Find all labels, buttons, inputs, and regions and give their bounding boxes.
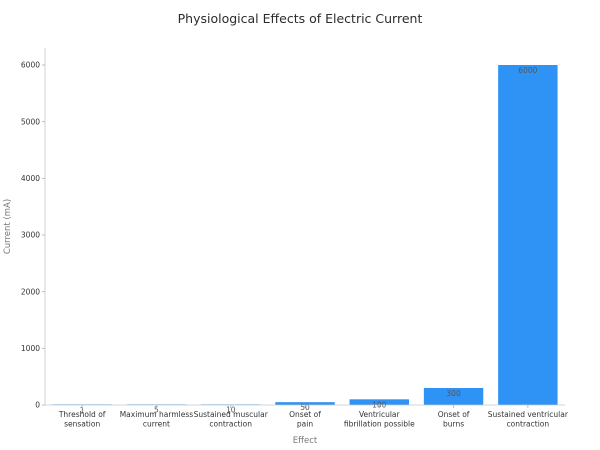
- x-tick-label-line: pain: [297, 420, 313, 429]
- bar: [349, 399, 409, 405]
- x-tick-label-line: sensation: [64, 420, 100, 429]
- bar: [498, 65, 558, 405]
- x-tick-label: Sustained muscular contraction: [194, 410, 269, 429]
- bar: [275, 402, 335, 405]
- x-tick-label-line: Sustained ventricular: [488, 410, 569, 419]
- y-tick-label: 1000: [21, 344, 40, 353]
- bar: [423, 388, 484, 405]
- y-tick-label: 4000: [21, 174, 40, 183]
- x-tick-label-line: Maximum harmless: [120, 410, 194, 419]
- x-tick-label-line: contraction: [209, 420, 252, 429]
- data-labels-group: 1510501003006000: [80, 66, 538, 415]
- bar-data-label: 1: [80, 406, 85, 415]
- bar-data-label: 10: [226, 405, 236, 414]
- y-tick-label: 5000: [21, 117, 40, 126]
- x-axis: Threshold of sensation Maximum harmless cur…: [45, 404, 569, 429]
- x-tick-label: Threshold of sensation: [58, 410, 106, 429]
- y-axis-title: Current (mA): [3, 199, 13, 254]
- y-axis: 0 1000 2000 3000 4000 5000 6000: [21, 48, 46, 410]
- chart-title: Physiological Effects of Electric Curren…: [177, 11, 423, 26]
- y-tick-label: 0: [35, 401, 40, 410]
- x-tick-label-line: contraction: [507, 420, 550, 429]
- x-tick-label-line: Threshold of: [58, 410, 106, 419]
- bars-group: [52, 65, 558, 405]
- y-tick-label: 2000: [21, 287, 40, 296]
- bar-data-label: 6000: [518, 66, 537, 75]
- x-tick-label-line: Onset of: [438, 410, 470, 419]
- x-tick-label-line: Sustained muscular: [194, 410, 269, 419]
- y-tick-label: 6000: [21, 61, 40, 70]
- x-tick-label: Maximum harmless current: [120, 410, 194, 429]
- x-tick-label-line: fibrillation possible: [344, 420, 415, 429]
- x-tick-label: Onset of pain: [289, 410, 321, 429]
- x-tick-label-line: Onset of: [289, 410, 321, 419]
- x-axis-title: Effect: [293, 436, 318, 446]
- y-tick-label: 3000: [21, 231, 40, 240]
- x-tick-label: Ventricular fibrillation possible: [344, 410, 415, 429]
- x-tick-label-line: current: [143, 420, 170, 429]
- x-tick-label-line: burns: [443, 420, 464, 429]
- x-tick-label: Sustained ventricular contraction: [488, 410, 569, 429]
- x-tick-label: Onset of burns: [438, 410, 470, 429]
- x-tick-label-line: Ventricular: [359, 410, 401, 419]
- bar-data-label: 5: [154, 406, 159, 415]
- bar-data-label: 300: [446, 389, 461, 398]
